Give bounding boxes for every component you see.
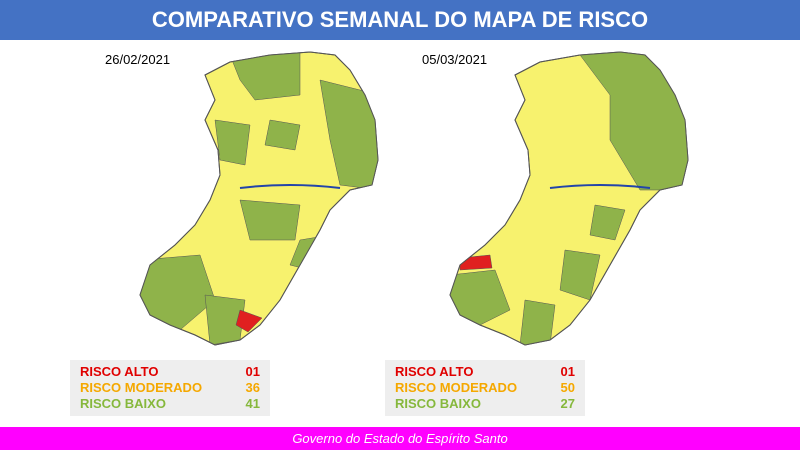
map-right	[449, 51, 689, 346]
legend-label: RISCO MODERADO	[80, 380, 203, 395]
legend: RISCO ALTO 01 RISCO MODERADO 36 RISCO BAIX…	[70, 360, 270, 416]
map-left	[139, 51, 379, 346]
legend-label: RISCO ALTO	[80, 364, 159, 379]
legend-count: 36	[245, 380, 260, 395]
footer: Governo do Estado do Espírito Santo	[0, 427, 800, 450]
legend-count: 50	[560, 380, 575, 395]
legend-count: 01	[560, 364, 575, 379]
legend-count: 41	[245, 396, 260, 411]
legend-count: 01	[245, 364, 260, 379]
title-bar: COMPARATIVO SEMANAL DO MAPA DE RISCO	[0, 0, 800, 40]
legend-label: RISCO BAIXO	[395, 396, 481, 411]
legend-label: RISCO BAIXO	[80, 396, 166, 411]
date: 26/02/2021	[105, 52, 171, 67]
date: 05/03/2021	[422, 52, 488, 67]
legend-label: RISCO ALTO	[395, 364, 474, 379]
legend-count: 27	[560, 396, 575, 411]
legend-label: RISCO MODERADO	[395, 380, 518, 395]
legend: RISCO ALTO 01 RISCO MODERADO 50 RISCO BAIX…	[385, 360, 585, 416]
